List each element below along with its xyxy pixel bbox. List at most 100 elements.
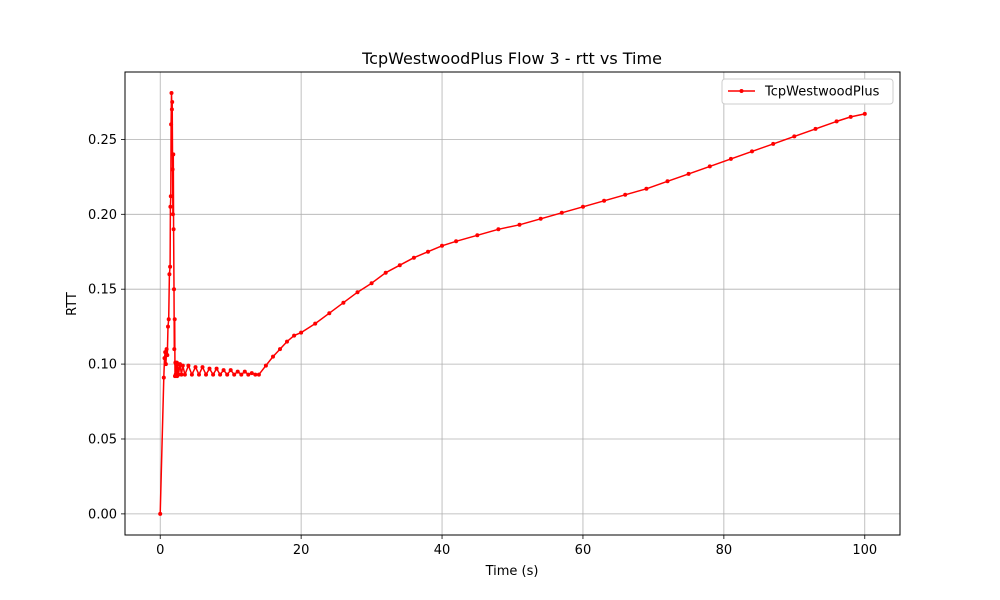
data-point <box>299 330 304 335</box>
data-point <box>411 255 416 260</box>
data-point <box>186 363 191 368</box>
data-point <box>168 204 173 209</box>
data-point <box>256 372 261 377</box>
data-point <box>271 354 275 359</box>
data-point <box>623 192 628 197</box>
data-point <box>163 350 168 355</box>
data-point <box>246 372 251 377</box>
data-point <box>166 324 170 329</box>
data-point <box>211 372 216 377</box>
data-point <box>166 317 171 322</box>
legend: TcpWestwoodPlus <box>721 78 894 105</box>
data-point <box>559 210 564 215</box>
data-point <box>475 233 480 238</box>
x-tick-label: 100 <box>852 543 877 558</box>
data-point <box>242 369 247 374</box>
data-point <box>862 111 867 116</box>
data-point <box>813 126 818 131</box>
data-point <box>771 141 776 146</box>
data-point <box>517 222 522 227</box>
y-tick-label: 0.15 <box>88 283 117 298</box>
data-point <box>644 186 649 191</box>
data-point <box>235 369 240 374</box>
data-point <box>253 372 258 377</box>
series-group <box>158 91 867 516</box>
data-point <box>170 167 175 172</box>
y-tick-label: 0.25 <box>88 133 117 148</box>
data-point <box>228 368 233 373</box>
data-point <box>239 372 244 377</box>
y-axis: 0.00 0.05 0.10 0.15 0.20 0.25 <box>88 133 125 522</box>
data-point <box>232 372 237 377</box>
x-tick-label: 80 <box>716 543 733 558</box>
data-point <box>278 347 282 352</box>
data-point <box>383 270 388 275</box>
data-point <box>171 152 176 157</box>
data-point <box>204 372 208 377</box>
data-point <box>167 272 172 277</box>
data-point <box>180 363 185 368</box>
data-point <box>200 365 205 370</box>
legend-box <box>721 78 894 105</box>
data-point <box>665 179 670 184</box>
y-tick-label: 0.00 <box>88 507 117 522</box>
data-point <box>454 239 459 244</box>
data-point <box>327 311 332 316</box>
data-point <box>182 372 187 377</box>
data-point <box>176 372 181 377</box>
legend-marker <box>739 89 744 93</box>
data-point <box>163 362 168 367</box>
data-point <box>168 194 173 199</box>
data-point <box>834 119 839 124</box>
data-point <box>172 347 177 352</box>
plot-frame <box>124 71 901 536</box>
y-tick-label: 0.10 <box>88 358 117 373</box>
data-point <box>168 264 173 269</box>
data-point <box>728 156 733 161</box>
data-point <box>496 227 501 232</box>
data-point <box>169 107 174 112</box>
x-tick-label: 60 <box>575 543 592 558</box>
data-point <box>221 368 226 373</box>
data-point <box>218 372 223 377</box>
data-point <box>538 216 543 221</box>
y-tick-label: 0.20 <box>88 208 117 223</box>
data-point <box>189 372 194 377</box>
data-point <box>686 171 691 176</box>
x-axis-label: Time (s) <box>485 564 539 579</box>
data-point <box>440 243 444 248</box>
data-point <box>341 300 346 305</box>
x-axis: 0 20 40 60 80 100 <box>156 535 877 558</box>
legend-label: TcpWestwoodPlus <box>764 85 880 100</box>
data-point <box>197 372 201 377</box>
data-point <box>172 317 177 322</box>
data-point <box>214 366 219 371</box>
series-line <box>159 92 865 514</box>
x-tick-label: 0 <box>156 543 164 558</box>
data-point <box>707 164 712 169</box>
data-point <box>171 227 176 232</box>
data-point <box>170 212 175 217</box>
data-point <box>169 91 174 95</box>
grid <box>125 72 900 535</box>
data-point <box>165 353 170 358</box>
data-point <box>225 372 230 377</box>
data-point <box>292 333 297 338</box>
data-point <box>207 366 212 371</box>
data-point <box>313 321 318 326</box>
x-tick-label: 20 <box>293 543 310 558</box>
data-point <box>169 122 174 127</box>
y-axis-label: RTT <box>65 292 80 316</box>
data-point <box>792 134 797 139</box>
data-point <box>170 100 175 104</box>
data-point <box>161 375 166 380</box>
data-point <box>369 281 374 286</box>
data-point <box>397 263 402 268</box>
data-point <box>263 363 268 368</box>
y-tick-label: 0.05 <box>88 432 117 447</box>
chart-title: TcpWestwoodPlus Flow 3 - rtt vs Time <box>361 49 662 68</box>
x-tick-label: 40 <box>434 543 451 558</box>
data-point <box>355 290 360 295</box>
data-point <box>581 204 585 209</box>
